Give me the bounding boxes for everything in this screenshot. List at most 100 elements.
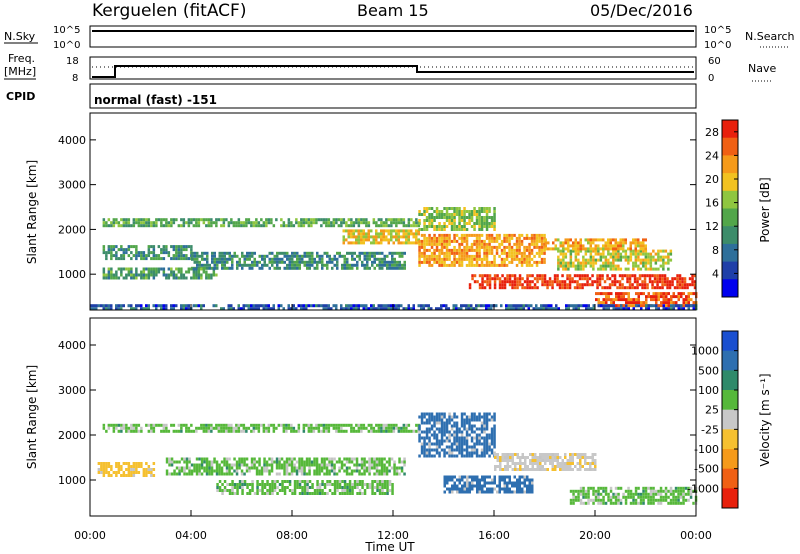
velocity-cell [503,487,506,491]
power-cell [197,273,201,277]
velocity-cell [323,492,327,495]
power-cell [301,260,304,264]
power-cell [420,304,423,308]
power-cell [557,249,560,253]
velocity-cell [165,460,169,464]
power-cell [562,252,565,256]
power-cell [420,233,424,237]
power-cell [145,267,148,271]
power-cell [612,298,615,302]
power-cell [102,276,106,280]
power-cell [652,258,655,262]
velocity-cell [218,489,222,492]
power-cell [356,254,359,258]
velocity-cell [335,423,338,427]
power-cell [177,251,181,255]
velocity-cell [523,484,526,488]
velocity-cell [313,463,316,467]
power-cell [372,218,376,222]
power-cell [657,267,660,271]
power-cell [387,224,391,228]
velocity-cell [554,468,557,471]
power-cell [688,283,692,287]
velocity-cell [102,426,106,430]
power-cell [170,304,173,308]
power-cell [415,224,418,228]
power-cell [613,277,617,281]
x-tick-label: 12:00 [377,529,409,542]
power-cell [440,260,444,264]
power-cell [619,258,623,262]
power-cell [633,277,637,281]
velocity-cell [499,459,502,462]
velocity-cell [647,498,650,502]
velocity-cell [386,480,389,483]
power-cell [667,267,670,271]
velocity-cell [325,466,329,470]
power-colorbar-swatch [722,173,738,192]
power-cell [594,261,598,265]
velocity-cell [326,492,329,495]
power-cell [212,273,216,277]
velocity-cell [451,484,454,488]
power-cell [200,267,203,271]
power-cell [428,207,431,210]
power-cell [566,283,569,287]
velocity-cell [569,453,572,456]
power-cell [363,266,366,270]
velocity-cell [486,475,489,479]
power-cell [333,263,336,267]
velocity-cell [383,486,387,489]
power-cell [511,280,514,284]
power-cell [247,304,250,308]
power-cell [488,251,491,255]
velocity-cell [440,442,444,446]
power-cell [210,273,213,277]
power-cell [298,263,301,267]
power-cell [105,251,108,255]
velocity-cell [393,469,396,473]
power-cell [567,267,570,271]
velocity-cell [145,423,148,427]
velocity-cell [531,462,534,465]
power-cell [498,283,502,287]
velocity-cell [483,445,486,449]
power-cell [135,218,138,222]
velocity-cell [238,460,241,464]
velocity-cell [490,451,494,455]
velocity-cell [257,426,261,430]
power-cell [607,244,610,248]
power-cell [472,307,475,311]
velocity-cell [112,426,116,430]
power-cell [282,224,286,228]
velocity-cell [488,433,491,437]
velocity-cell [480,430,484,434]
velocity-cell [280,463,284,467]
power-cell [545,307,548,311]
power-cell [584,247,587,251]
x-tick-label: 00:00 [680,529,712,542]
power-cell [602,249,605,253]
velocity-cell [534,459,537,462]
velocity-cell [220,426,223,430]
power-cell [386,260,389,264]
power-cell [642,304,645,308]
velocity-cell [228,492,232,495]
velocity-cell [135,465,138,468]
velocity-cell [392,426,396,430]
power-cell [624,238,627,242]
power-cell [536,280,539,284]
power-cell [302,307,305,311]
power-cell [122,248,126,252]
power-cell [415,238,418,242]
velocity-cell [310,460,314,464]
power-cell [665,301,668,305]
velocity-cell [385,426,388,430]
power-cell [636,280,639,284]
power-cell [360,232,363,236]
power-cell [646,283,649,287]
power-cell [540,248,544,252]
power-cell [433,251,436,255]
velocity-cell [263,460,266,464]
power-cell [535,263,539,267]
